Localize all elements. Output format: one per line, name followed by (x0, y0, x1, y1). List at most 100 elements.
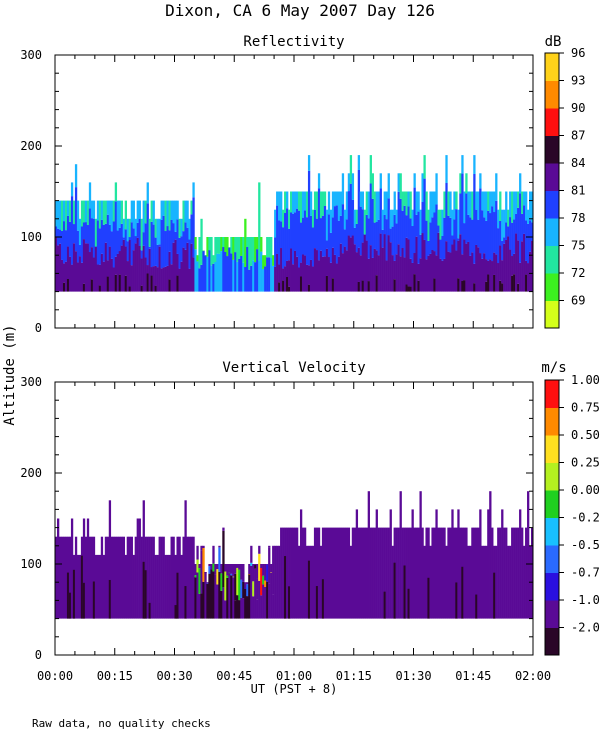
colorbar-swatch (545, 572, 559, 601)
data-cell (441, 235, 444, 261)
colorbar-swatch (545, 545, 559, 573)
data-cell (102, 200, 106, 225)
data-cell (295, 527, 299, 619)
data-cell (156, 554, 159, 619)
data-cell (106, 200, 110, 215)
data-cell (112, 221, 116, 268)
data-cell (347, 235, 351, 292)
colorbar-tick-label: 90 (571, 101, 585, 115)
data-cell (345, 219, 349, 251)
data-cell (240, 579, 243, 598)
data-cell (511, 275, 514, 292)
data-cell (435, 204, 438, 256)
data-cell (409, 527, 412, 619)
data-cell (122, 239, 126, 292)
data-cell (441, 527, 444, 619)
data-cell (102, 261, 106, 292)
data-cell (210, 237, 213, 266)
data-cell (481, 258, 484, 292)
data-cell (134, 536, 137, 619)
data-cell (288, 527, 291, 619)
data-cell (240, 237, 243, 256)
y-tick-label: 0 (35, 321, 42, 335)
data-cell (182, 200, 185, 232)
data-cell (395, 527, 398, 619)
data-cell (305, 545, 309, 619)
data-cell (307, 560, 311, 619)
data-cell (254, 564, 257, 566)
data-cell (130, 200, 133, 223)
data-cell (218, 253, 221, 292)
data-cell (475, 527, 478, 619)
data-cell (515, 213, 518, 234)
data-cell (389, 509, 392, 619)
data-cell (379, 188, 382, 234)
data-cell (230, 573, 233, 576)
data-cell (373, 191, 376, 223)
data-cell (329, 262, 333, 292)
data-cell (359, 191, 363, 207)
data-cell (463, 223, 466, 240)
data-cell (527, 223, 530, 264)
data-cell (220, 237, 223, 252)
data-cell (80, 226, 84, 263)
data-cell (66, 200, 70, 216)
data-cell (337, 191, 341, 221)
data-cell (465, 173, 468, 194)
data-cell (411, 226, 414, 263)
data-cell (459, 234, 462, 292)
data-cell (234, 564, 237, 574)
data-cell (242, 598, 245, 619)
colorbar-swatch (545, 245, 559, 274)
data-cell (278, 282, 281, 292)
reflectivity-axes: 0 100 200 300 (20, 48, 534, 335)
colorbar-frame (544, 52, 560, 329)
data-cell (126, 218, 129, 242)
data-cell (373, 222, 376, 249)
data-cell (98, 554, 102, 619)
data-cell (288, 260, 291, 287)
data-cell (86, 225, 90, 244)
data-cell (180, 554, 183, 619)
data-cell (307, 284, 311, 292)
data-cell (222, 527, 225, 531)
data-cell (345, 191, 349, 220)
data-cell (244, 218, 247, 267)
data-cell (78, 218, 82, 245)
data-cell (278, 264, 281, 283)
data-cell (264, 586, 267, 619)
vertical-velocity-panel: Vertical Velocity 0 100 200 300 00:00 00:15 00… (20, 360, 600, 683)
data-cell (341, 253, 345, 292)
data-cell (335, 205, 339, 264)
data-cell (76, 554, 80, 619)
data-cell (325, 209, 329, 241)
colorbar-tick-label: -0.75 (571, 566, 600, 580)
data-cell (407, 286, 410, 292)
data-cell (288, 228, 291, 261)
data-cell (140, 250, 143, 259)
data-cell (477, 247, 480, 292)
data-cell (136, 237, 139, 292)
data-cell (146, 273, 149, 292)
data-cell (148, 218, 151, 247)
data-cell (186, 200, 189, 228)
data-cell (397, 244, 400, 292)
data-cell (441, 260, 444, 292)
data-cell (467, 241, 470, 292)
data-cell (327, 257, 331, 292)
data-cell (188, 239, 191, 269)
data-cell (523, 205, 526, 234)
data-cell (413, 527, 416, 619)
data-cell (166, 554, 169, 619)
data-cell (184, 586, 187, 619)
data-cell (256, 599, 259, 619)
data-cell (375, 509, 378, 619)
data-cell (315, 250, 319, 292)
data-cell (395, 209, 398, 224)
data-cell (461, 155, 464, 174)
data-cell (262, 584, 265, 619)
data-cell (55, 200, 58, 227)
data-cell (311, 266, 315, 292)
data-cell (521, 241, 524, 292)
data-cell (511, 191, 514, 223)
